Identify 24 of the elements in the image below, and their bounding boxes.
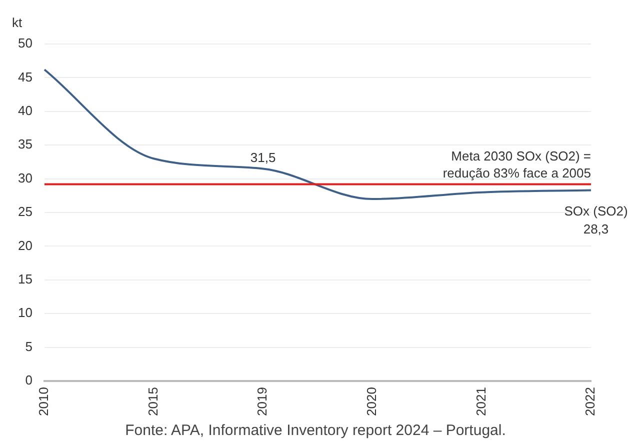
x-tick-label: 2015	[145, 387, 160, 416]
y-tick-label: 5	[25, 338, 32, 354]
source-note: Fonte: APA, Informative Inventory report 2024 – Portugal.	[124, 422, 507, 439]
y-tick-label: 50	[18, 36, 32, 51]
y-tick-label: 10	[18, 305, 32, 320]
line-series	[43, 68, 592, 200]
y-tick-label: 15	[18, 272, 32, 287]
x-tick-label: 2020	[364, 387, 379, 416]
y-tick-label: 45	[18, 69, 32, 84]
y-tick-label: 20	[18, 238, 32, 253]
ref-line-label: Meta 2030 SOx (SO2) = redução 83% face a 2005	[442, 148, 591, 180]
series-label: SOx (SO2)	[564, 203, 628, 218]
y-tick-label: 0	[25, 372, 32, 388]
x-tick-label: 2021	[473, 387, 488, 416]
x-tick-label: 2019	[254, 387, 270, 416]
y-tick-label: 35	[18, 136, 32, 152]
y-tick-label: 30	[18, 170, 32, 186]
y-tick-label: 40	[18, 102, 32, 118]
x-tick-label: 2010	[36, 387, 52, 416]
data-label: 31,5	[250, 150, 276, 165]
x-tick-label: 2022	[582, 387, 598, 416]
y-axis-title: kt	[12, 15, 22, 30]
y-tick-label: 25	[18, 204, 32, 220]
data-label: 28,3	[583, 221, 609, 236]
